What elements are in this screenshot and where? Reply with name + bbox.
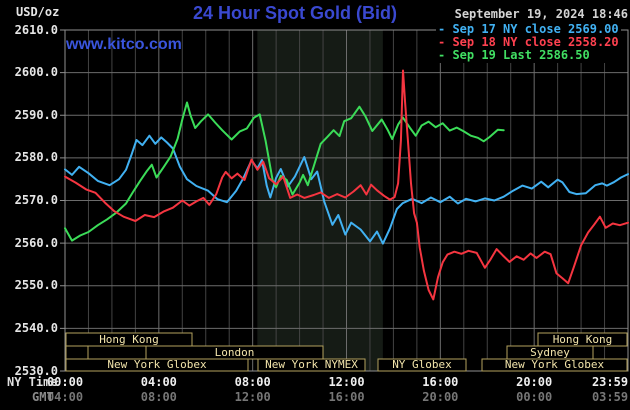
chart-title: 24 Hour Spot Gold (Bid) (193, 3, 397, 23)
session-box (65, 358, 249, 372)
gmt-tick-label: 16:00 (328, 390, 365, 404)
session-box (377, 358, 467, 372)
y-axis-tick-label: 2590.0 (14, 107, 58, 122)
y-axis-tick-label: 2600.0 (14, 65, 58, 80)
session-label: London (215, 346, 255, 359)
y-axis-tick-label: 2610.0 (14, 22, 58, 37)
ny-time-axis-caption: NY Time (7, 375, 58, 389)
ny-time-tick-label: 23:59 (591, 375, 629, 389)
ny-time-tick-label: 12:00 (328, 375, 365, 389)
session-box (481, 358, 628, 372)
ny-time-tick-label: 04:00 (140, 375, 177, 389)
session-label: NY Globex (392, 358, 452, 371)
session-box (65, 345, 89, 360)
gmt-tick-label: 04:00 (46, 390, 84, 404)
gmt-axis-caption: GMT (32, 390, 54, 404)
session-label: New York Globex (505, 358, 605, 371)
gmt-tick-label: 00:00 (516, 390, 553, 404)
price-line-sep18 (64, 69, 629, 301)
kitco-watermark: www.kitco.com (66, 36, 182, 53)
price-line-sep17 (64, 134, 629, 245)
y-axis-tick-label: 2550.0 (14, 278, 58, 293)
session-label: Hong Kong (553, 333, 613, 346)
price-line-sep19 (64, 101, 505, 242)
y-axis-tick-label: 2530.0 (14, 363, 58, 378)
gmt-tick-label: 08:00 (140, 390, 177, 404)
session-label: Hong Kong (99, 333, 159, 346)
y-axis-tick-label: 2560.0 (14, 235, 58, 250)
chart-legend: - Sep 17 NY close 2569.00- Sep 18 NY clo… (436, 22, 621, 63)
session-label: New York Globex (107, 358, 207, 371)
session-label: Sydney (530, 346, 570, 359)
gmt-tick-label: 20:00 (422, 390, 459, 404)
y-axis-tick-label: 2540.0 (14, 320, 58, 335)
session-label: New York NYMEX (265, 358, 358, 371)
ny-time-tick-label: 20:00 (516, 375, 553, 389)
y-axis-tick-label: 2570.0 (14, 193, 58, 207)
gmt-tick-label: 12:00 (234, 390, 271, 404)
chart-datetime: September 19, 2024 18:46 (454, 7, 628, 21)
ny-time-tick-label: 16:00 (422, 375, 459, 389)
y-axis-units-label: USD/oz (16, 5, 60, 19)
ny-time-tick-label: 00:00 (46, 375, 84, 389)
ny-time-tick-label: 08:00 (234, 375, 271, 389)
legend-item: - Sep 18 NY close 2558.20 (438, 35, 619, 49)
legend-item: - Sep 17 NY close 2569.00 (438, 22, 619, 36)
y-axis-tick-label: 2580.0 (14, 150, 58, 165)
legend-item: - Sep 19 Last 2586.50 (438, 48, 590, 62)
gmt-tick-label: 03:59 (591, 390, 629, 404)
session-box (257, 358, 366, 372)
